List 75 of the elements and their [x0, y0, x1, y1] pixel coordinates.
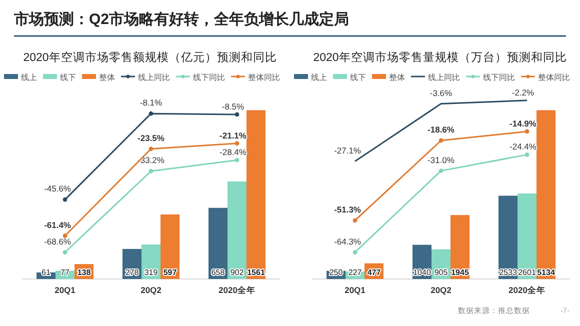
legend-label: 线上 [21, 73, 37, 82]
data-label: -3.6% [430, 88, 453, 98]
data-label: 1561 [247, 268, 266, 277]
point [62, 234, 68, 238]
x-tick-label: 20Q1 [344, 285, 366, 295]
data-label: 319 [144, 268, 158, 277]
point [234, 112, 240, 117]
data-label: 1040 [413, 268, 432, 277]
legend-label: 整体 [99, 73, 115, 82]
point [234, 141, 240, 146]
data-label: -2.2% [512, 87, 535, 98]
point [352, 250, 358, 254]
legend-label: 线下 [350, 73, 366, 82]
data-label: 77 [60, 268, 70, 277]
data-label: -21.1% [220, 130, 247, 140]
data-label: 477 [367, 268, 382, 277]
bar [208, 208, 228, 279]
data-label: -24.4% [510, 142, 537, 152]
legend-label: 线上 [311, 73, 327, 82]
point [148, 168, 154, 174]
point [524, 129, 530, 134]
data-label: -64.3% [334, 236, 362, 246]
legend-label: 整体同比 [538, 73, 570, 82]
x-tick-label: 2020全年 [508, 285, 546, 295]
data-label: -68.6% [44, 236, 72, 246]
data-label: 278 [125, 268, 140, 277]
data-label: -28.4% [220, 147, 247, 158]
data-label: -18.6% [428, 124, 455, 134]
legend-label: 线下同比 [483, 73, 515, 82]
data-label: 138 [77, 268, 92, 277]
data-label: -27.1% [334, 145, 362, 156]
chart-title: 2020年空调市场零售额规模（亿元）预测和同比 [23, 50, 277, 64]
bar [246, 110, 266, 279]
bar [536, 110, 556, 279]
data-label: -45.6% [44, 184, 72, 194]
point [62, 197, 68, 202]
legend-label: 线下同比 [193, 73, 225, 82]
bar [498, 196, 518, 279]
x-tick-label: 2020全年 [218, 285, 256, 295]
point [234, 158, 240, 162]
point [352, 218, 358, 223]
data-label: -14.9% [510, 118, 537, 128]
data-label: -31.0% [428, 154, 455, 165]
data-label: 5134 [537, 268, 556, 277]
data-label: -8.5% [222, 101, 245, 112]
data-label: -23.5% [138, 132, 165, 143]
data-label: -51.3% [334, 204, 362, 214]
data-label: -61.4% [44, 220, 72, 230]
text: 市场预测：Q2市场略有好转，全年负增长几成定局 [13, 10, 350, 28]
legend-label: 线上同比 [138, 73, 170, 82]
x-tick-label: 20Q1 [54, 285, 76, 295]
data-label: 2601 [518, 268, 536, 277]
x-tick-label: 20Q2 [140, 285, 162, 295]
bar [228, 181, 246, 279]
data-label: 1945 [451, 268, 470, 277]
data-label: -8.1% [140, 98, 163, 108]
legend-label: 线下 [60, 73, 76, 82]
point [438, 138, 444, 143]
legend-label: 整体 [389, 73, 405, 82]
chart-title: 2020年空调市场零售量规模（万台）预测和同比 [313, 50, 567, 64]
bar [160, 214, 180, 279]
point [62, 250, 68, 254]
data-label: 658 [211, 268, 226, 277]
x-tick-label: 20Q2 [430, 285, 452, 295]
bar [518, 193, 536, 279]
point [148, 146, 154, 152]
data-label: 902 [230, 268, 244, 277]
point [438, 168, 444, 174]
data-label: 2533 [499, 268, 518, 277]
legend-label: 整体同比 [248, 73, 280, 82]
data-label: 905 [434, 268, 448, 277]
legend-label: 线上同比 [428, 73, 460, 82]
data-label: 597 [163, 268, 178, 277]
point [524, 152, 530, 157]
point [148, 111, 154, 116]
